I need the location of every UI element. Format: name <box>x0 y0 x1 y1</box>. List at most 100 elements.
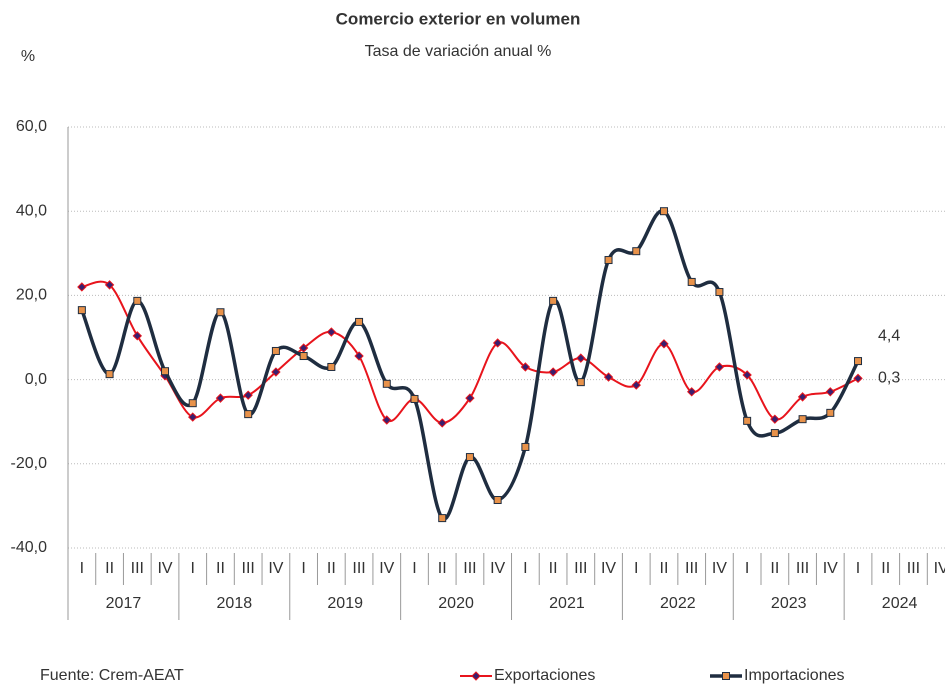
marker <box>603 372 614 382</box>
marker <box>770 429 779 438</box>
x-tick-label: I <box>301 560 305 577</box>
x-tick-label: I <box>191 560 195 577</box>
x-tick-label: III <box>131 560 144 577</box>
marker <box>853 373 863 384</box>
marker <box>604 256 613 265</box>
marker <box>742 370 752 380</box>
x-tick-label: III <box>463 560 476 577</box>
data-label: 0,3 <box>878 370 900 387</box>
marker <box>326 327 337 337</box>
marker <box>382 379 391 388</box>
x-tick-label: I <box>80 560 84 577</box>
y-tick-label: -40,0 <box>11 539 48 556</box>
x-tick-label: I <box>856 560 860 577</box>
x-tick-label: II <box>660 560 669 577</box>
x-tick-label: II <box>438 560 447 577</box>
marker <box>215 393 226 403</box>
year-label: 2019 <box>327 595 363 612</box>
data-label: 4,4 <box>878 327 900 344</box>
marker <box>576 353 586 363</box>
marker <box>549 296 558 305</box>
x-tick-label: III <box>796 560 809 577</box>
marker <box>104 280 115 290</box>
marker <box>521 442 530 451</box>
marker <box>77 282 87 292</box>
marker <box>632 247 641 256</box>
y-tick-label: 40,0 <box>16 202 47 219</box>
marker <box>216 308 225 317</box>
x-tick-label: II <box>105 560 114 577</box>
marker <box>299 352 308 361</box>
marker <box>686 387 697 397</box>
x-tick-label: IV <box>601 560 616 577</box>
x-tick-label: III <box>352 560 365 577</box>
x-tick-label: II <box>549 560 558 577</box>
year-label: 2018 <box>217 595 253 612</box>
x-tick-label: III <box>242 560 255 577</box>
x-tick-label: III <box>685 560 698 577</box>
legend-label: Exportaciones <box>494 667 595 684</box>
marker <box>133 296 142 305</box>
marker <box>631 380 641 390</box>
x-tick-label: III <box>574 560 587 577</box>
x-tick-label: I <box>634 560 638 577</box>
marker <box>465 453 474 462</box>
year-label: 2022 <box>660 595 696 612</box>
x-tick-label: IV <box>379 560 394 577</box>
x-tick-label: II <box>881 560 890 577</box>
marker <box>714 362 725 372</box>
x-tick-label: I <box>412 560 416 577</box>
marker <box>492 338 503 348</box>
marker <box>438 514 447 523</box>
marker <box>797 392 808 402</box>
marker <box>687 277 696 286</box>
marker <box>271 346 280 355</box>
chart-subtitle: Tasa de variación anual % <box>365 43 552 60</box>
source: Fuente: Crem-AEAT <box>40 667 184 684</box>
x-tick-label: I <box>745 560 749 577</box>
year-label: 2023 <box>771 595 807 612</box>
x-tick-label: II <box>770 560 779 577</box>
x-tick-label: IV <box>712 560 727 577</box>
legend-marker <box>722 672 730 680</box>
x-tick-label: II <box>216 560 225 577</box>
marker <box>465 393 475 403</box>
series-line <box>80 209 860 521</box>
marker <box>132 331 143 341</box>
y-tick-label: 20,0 <box>16 287 47 304</box>
marker <box>271 367 281 377</box>
year-label: 2024 <box>882 595 918 612</box>
marker <box>825 387 836 397</box>
marker <box>188 399 197 408</box>
x-tick-label: III <box>907 560 920 577</box>
x-tick-label: II <box>327 560 336 577</box>
marker <box>410 394 419 403</box>
marker <box>548 367 558 377</box>
marker <box>327 362 336 371</box>
y-tick-label: -20,0 <box>11 455 48 472</box>
marker <box>161 367 170 376</box>
marker <box>188 412 198 422</box>
marker <box>576 378 585 387</box>
marker <box>770 414 780 424</box>
x-tick-label: IV <box>490 560 505 577</box>
marker <box>354 351 364 361</box>
marker <box>105 370 114 379</box>
x-tick-label: IV <box>268 560 283 577</box>
marker <box>743 416 752 425</box>
legend-label: Importaciones <box>744 667 845 684</box>
year-label: 2021 <box>549 595 585 612</box>
marker <box>715 288 724 297</box>
year-label: 2017 <box>106 595 142 612</box>
marker <box>520 362 531 372</box>
marker <box>826 408 835 417</box>
marker <box>355 317 364 326</box>
x-tick-label: IV <box>823 560 838 577</box>
marker <box>493 496 502 505</box>
x-tick-label: I <box>523 560 527 577</box>
marker <box>437 418 447 428</box>
marker <box>798 415 807 424</box>
legend-marker <box>471 671 481 681</box>
x-tick-label: IV <box>934 560 945 577</box>
